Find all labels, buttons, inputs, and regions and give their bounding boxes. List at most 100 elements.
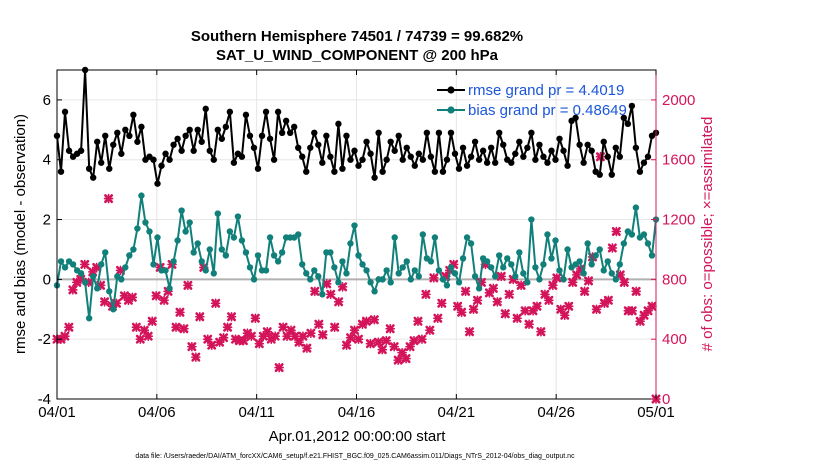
bias-point: [600, 267, 607, 274]
rmse-point: [455, 165, 463, 172]
bias-point: [299, 261, 306, 268]
obs-marker: [159, 295, 169, 306]
rmse-point: [102, 132, 109, 139]
x-tick-label: 04/26: [537, 404, 575, 421]
y-tick-label: -2: [38, 331, 51, 348]
rmse-point: [596, 171, 603, 178]
obs-marker: [329, 322, 340, 333]
obs-marker: [238, 335, 249, 346]
obs-marker: [302, 343, 312, 353]
rmse-point: [57, 168, 65, 175]
bias-point: [371, 288, 378, 295]
rmse-point: [467, 153, 475, 160]
rmse-point: [375, 129, 382, 137]
obs-marker: [218, 332, 229, 343]
rmse-point: [114, 129, 121, 137]
bias-point: [508, 261, 515, 268]
rmse-point: [487, 144, 495, 151]
rmse-point: [347, 156, 354, 163]
bias-point: [178, 207, 185, 214]
x-tick-label: 05/01: [637, 404, 675, 421]
rmse-point: [77, 147, 85, 154]
rmse-point: [134, 138, 141, 145]
rmse-point: [640, 159, 648, 166]
rmse-point: [459, 144, 467, 151]
rmse-point: [246, 132, 254, 139]
bias-point: [102, 249, 109, 256]
obs-marker: [321, 279, 332, 289]
bias-point: [327, 249, 334, 256]
bias-point: [335, 279, 342, 286]
legend-label-rmse: rmse grand pr = 4.4019: [468, 82, 624, 99]
rmse-point: [407, 153, 414, 160]
obs-marker: [191, 352, 201, 362]
bias-point: [387, 279, 394, 286]
bias-point: [198, 258, 205, 265]
bias-point: [467, 240, 475, 247]
obs-marker: [183, 280, 193, 291]
obs-marker: [278, 322, 288, 333]
rmse-point: [351, 147, 358, 154]
rmse-point: [118, 150, 125, 157]
rmse-point: [162, 150, 169, 157]
obs-marker: [127, 292, 138, 303]
bias-point: [616, 261, 624, 268]
obs-marker: [544, 295, 554, 306]
obs-marker: [171, 322, 181, 333]
bias-point: [471, 273, 479, 280]
rmse-point: [620, 114, 628, 122]
x-axis-label: Apr.01,2012 00:00:00 start: [269, 428, 447, 445]
rmse-point: [576, 141, 583, 148]
obs-marker: [135, 334, 146, 344]
bias-point: [170, 258, 177, 265]
rmse-point: [447, 129, 455, 137]
obs-marker: [250, 313, 261, 324]
bias-point: [584, 240, 591, 247]
bias-point: [242, 249, 250, 256]
bias-point: [612, 276, 619, 283]
rmse-point: [315, 141, 322, 148]
rmse-point: [242, 111, 250, 119]
bias-point: [411, 267, 418, 274]
rmse-point: [536, 141, 543, 148]
obs-marker: [222, 322, 233, 333]
rmse-point: [130, 111, 137, 119]
bias-point: [295, 231, 302, 238]
rmse-series: [53, 66, 660, 187]
bias-point: [367, 279, 374, 286]
rmse-point: [387, 138, 394, 145]
obs-marker: [254, 338, 265, 349]
bias-point: [118, 276, 125, 283]
obs-marker: [524, 319, 534, 330]
rmse-point: [331, 168, 338, 175]
rmse-point: [391, 147, 398, 154]
obs-marker: [79, 259, 90, 270]
rmse-point: [274, 108, 282, 116]
rmse-point: [343, 132, 350, 139]
bias-point: [576, 258, 583, 265]
bias-point: [383, 267, 390, 274]
rmse-point: [395, 132, 402, 139]
obs-marker: [210, 298, 221, 309]
obs-marker: [179, 323, 189, 334]
bias-point: [347, 240, 354, 247]
obs-marker: [349, 325, 360, 336]
obs-marker: [579, 286, 590, 297]
obs-marker: [492, 296, 503, 307]
rmse-point: [303, 168, 310, 175]
obs-marker: [64, 322, 74, 333]
rmse-point: [616, 153, 624, 160]
rmse-point: [295, 144, 302, 151]
obs-marker: [298, 331, 308, 341]
bias-point: [162, 267, 169, 274]
rmse-point: [150, 156, 157, 163]
obs-marker: [310, 286, 320, 297]
rmse-point: [323, 132, 330, 139]
obs-marker: [500, 308, 511, 319]
obs-marker: [452, 301, 463, 312]
rmse-point: [89, 174, 97, 181]
x-tick-label: 04/06: [138, 404, 176, 421]
y-tick-label: 0: [43, 271, 51, 288]
obs-marker: [631, 286, 641, 297]
